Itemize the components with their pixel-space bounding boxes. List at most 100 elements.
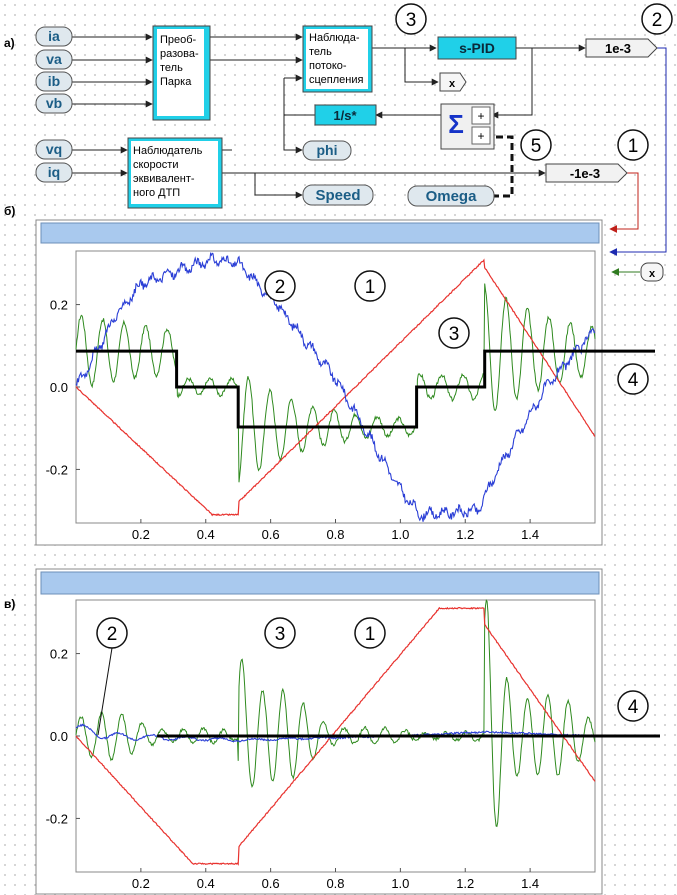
x-tick-label: 0.6 [262, 527, 280, 542]
series-3-line [75, 283, 596, 483]
input-port-iq: iq [35, 162, 73, 183]
x-output-port: x [439, 72, 467, 92]
input-port-vb: vb [35, 93, 73, 114]
y-tick-label: 0.2 [50, 298, 68, 313]
svg-text:-1e-3: -1e-3 [570, 166, 600, 181]
x-right-port: x [640, 262, 664, 282]
callout-1: 1 [617, 129, 649, 161]
speed-observer-block: Наблюдатель скорости эквивалент- ного ДТ… [127, 137, 223, 209]
sum-block: Σ + + [440, 103, 495, 150]
diagram-wires [72, 33, 667, 276]
x-tick-label: 1.2 [456, 527, 474, 542]
svg-text:x: x [649, 268, 656, 280]
svg-text:2: 2 [275, 277, 286, 298]
gain-negative-block: -1e-3 [545, 163, 628, 183]
svg-text:Парка: Парка [160, 76, 192, 88]
svg-text:1: 1 [365, 624, 376, 645]
svg-text:4: 4 [628, 697, 639, 718]
svg-text:1/s*: 1/s* [333, 108, 357, 123]
svg-text:va: va [46, 51, 62, 67]
svg-text:2: 2 [652, 10, 663, 31]
callout-3: 3 [395, 3, 427, 35]
svg-text:разова-: разова- [160, 48, 199, 60]
plot-b-content: 0.2 0.4 0.6 0.8 1.0 1.2 1.4 0.2 0.0 -0.2 1 2 3 4 [46, 251, 655, 542]
y-tick-label: 0.0 [50, 729, 68, 744]
y-tick-label: 0.2 [50, 647, 68, 662]
series-2-line [75, 251, 596, 522]
speed-output-port: Speed [302, 184, 374, 206]
svg-text:vb: vb [46, 95, 62, 111]
plot-callout-4: 4 [617, 690, 649, 722]
y-tick-label: -0.2 [46, 811, 68, 826]
x-tick-label: 1.0 [391, 527, 409, 542]
svg-text:+: + [477, 129, 484, 143]
svg-text:Наблюда-: Наблюда- [309, 32, 360, 44]
series-4-line [76, 349, 655, 429]
svg-text:3: 3 [275, 624, 286, 645]
svg-text:потоко-: потоко- [309, 60, 347, 72]
plot-b-titlebar [40, 222, 600, 244]
series-1-line [75, 606, 596, 866]
y-tick-label: 0.0 [50, 380, 68, 395]
svg-text:ia: ia [48, 28, 60, 44]
plot-callout-3: 3 [264, 617, 296, 649]
x-tick-label: 1.2 [456, 876, 474, 891]
input-port-va: va [35, 49, 73, 70]
plot-callout-1: 1 [354, 617, 386, 649]
x-tick-label: 1.4 [521, 527, 539, 542]
plot-callout-1: 1 [354, 270, 386, 302]
spid-block: s-PID [437, 36, 517, 60]
svg-text:тель: тель [160, 62, 183, 74]
plot-callout-2: 2 [96, 617, 128, 736]
svg-text:3: 3 [449, 324, 460, 345]
svg-text:скорости: скорости [133, 159, 178, 171]
x-tick-label: 1.0 [391, 876, 409, 891]
svg-text:сцепления: сцепления [309, 74, 364, 86]
plot-callout-4: 4 [617, 363, 649, 395]
phi-output-port: phi [302, 140, 352, 161]
x-tick-label: 0.4 [197, 876, 215, 891]
section-label-a: а) [4, 36, 15, 50]
plot-c-content: 0.2 0.4 0.6 0.8 1.0 1.2 1.4 0.2 0.0 -0.2 1 2 3 4 [46, 598, 660, 891]
section-label-c: в) [4, 597, 15, 611]
dashed-feedback-link [494, 135, 514, 198]
plot-panel-c: 0.2 0.4 0.6 0.8 1.0 1.2 1.4 0.2 0.0 -0.2 1 2 3 4 [35, 568, 660, 895]
svg-text:ib: ib [48, 73, 60, 89]
svg-text:vq: vq [46, 141, 62, 157]
svg-text:1: 1 [365, 277, 376, 298]
svg-text:x: x [449, 78, 456, 90]
svg-text:5: 5 [531, 136, 542, 157]
plot-callout-2: 2 [264, 270, 296, 302]
svg-text:2: 2 [107, 624, 118, 645]
svg-text:Omega: Omega [426, 188, 478, 205]
x-tick-label: 0.4 [197, 527, 215, 542]
x-tick-label: 0.2 [132, 876, 150, 891]
svg-text:s-PID: s-PID [459, 40, 495, 56]
series-3-line [75, 598, 596, 828]
svg-text:ного ДТП: ного ДТП [133, 187, 180, 199]
y-tick-label: -0.2 [46, 462, 68, 477]
plot-panel-b: 0.2 0.4 0.6 0.8 1.0 1.2 1.4 0.2 0.0 -0.2 1 2 3 4 [35, 219, 655, 546]
svg-text:4: 4 [628, 370, 639, 391]
svg-text:1: 1 [628, 136, 639, 157]
callout-5: 5 [520, 129, 552, 161]
input-port-ib: ib [35, 71, 73, 92]
plot-callout-3: 3 [438, 317, 470, 349]
section-label-b: б) [4, 204, 15, 218]
svg-text:iq: iq [48, 164, 60, 180]
flux-observer-block: Наблюда- тель потоко- сцепления [302, 25, 373, 93]
park-transformer-block: Преоб- разова- тель Парка [152, 25, 211, 121]
integrator-block: 1/s* [314, 104, 377, 126]
x-tick-label: 0.6 [262, 876, 280, 891]
gain-positive-block: 1e-3 [585, 38, 658, 58]
callout-2: 2 [641, 3, 673, 35]
input-port-ia: ia [35, 26, 73, 47]
svg-text:Σ: Σ [448, 109, 464, 139]
series-2-line [75, 723, 596, 743]
svg-text:+: + [477, 109, 484, 123]
x-tick-label: 1.4 [521, 876, 539, 891]
series-1-line [75, 258, 596, 517]
svg-text:1e-3: 1e-3 [605, 41, 631, 56]
x-tick-label: 0.8 [326, 527, 344, 542]
svg-text:Speed: Speed [315, 187, 360, 204]
